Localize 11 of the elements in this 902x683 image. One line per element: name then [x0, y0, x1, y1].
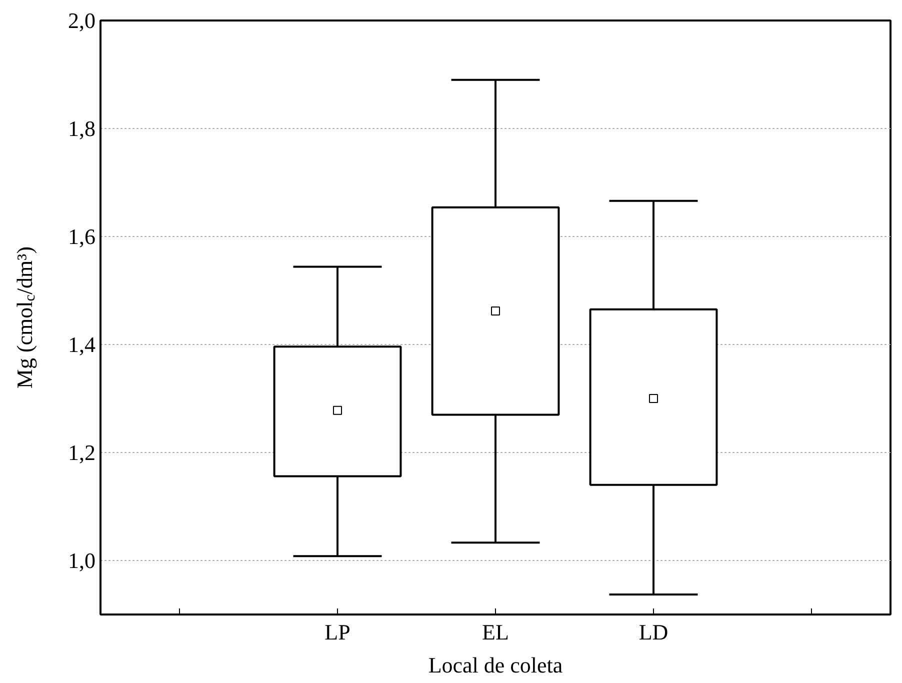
y-axis-title: Mg (cmolc/dm³) — [12, 246, 38, 389]
x-tick-label: LP — [324, 620, 350, 644]
x-axis-title: Local de coleta — [428, 652, 563, 678]
y-tick-label: 1,4 — [68, 332, 96, 357]
x-tick-label: EL — [482, 620, 509, 644]
y-tick-label: 1,2 — [68, 440, 96, 465]
y-tick-label: 1,8 — [68, 116, 96, 141]
x-tick-label: LD — [638, 620, 668, 644]
y-tick-label: 1,0 — [68, 548, 96, 573]
y-tick-label: 1,6 — [68, 224, 96, 249]
y-tick-label: 2,0 — [68, 8, 96, 33]
